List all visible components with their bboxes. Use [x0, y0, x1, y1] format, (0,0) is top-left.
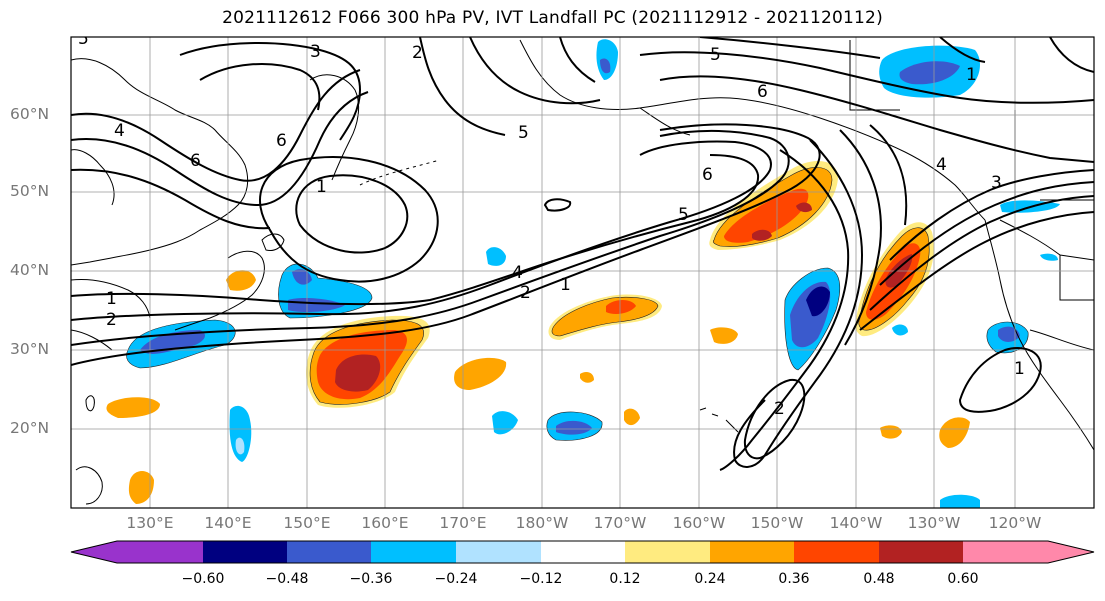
colorbar-bin	[794, 541, 879, 563]
lon-tick-label: 170°E	[439, 514, 487, 532]
contour-label: 1	[106, 289, 117, 309]
lon-tick-label: 160°E	[361, 514, 409, 532]
colorbar-bin	[371, 541, 456, 563]
lon-tick-label: 130°E	[126, 514, 174, 532]
lat-tick-label: 30°N	[10, 340, 50, 358]
colorbar-label: 0.60	[947, 571, 979, 587]
contour-label: 2	[106, 310, 117, 330]
contour-label: 5	[678, 205, 689, 225]
lat-tick-label: 60°N	[10, 105, 50, 123]
lat-tick-label: 40°N	[10, 261, 50, 279]
lon-tick-label: 130°W	[907, 514, 961, 532]
contour-label: 5	[710, 45, 721, 65]
contour-label: 1	[560, 275, 571, 295]
contour-label: 6	[757, 82, 768, 102]
contour-label: 2	[774, 399, 785, 419]
colorbar-bin	[879, 541, 963, 563]
lon-tick-label: 180°W	[515, 514, 569, 532]
contour-label: 5	[78, 29, 89, 49]
contour-label: 1	[966, 65, 977, 85]
colorbar-label: 0.36	[778, 571, 810, 587]
contour-label: 6	[276, 131, 287, 151]
contour-label: 1	[316, 177, 327, 197]
colorbar-extend-high	[1048, 541, 1094, 563]
lon-tick-label: 140°E	[204, 514, 252, 532]
contour-labels: 3 2 5 6 4 6 1 5 6 5 4 2 1 1 2 1 2 3 4 1 …	[78, 29, 1025, 419]
colorbar-label: −0.60	[181, 571, 225, 587]
colorbar-label: 0.24	[694, 571, 726, 587]
contour-label: 4	[114, 121, 125, 141]
lon-tick-label: 120°W	[988, 514, 1042, 532]
coastlines	[71, 39, 1094, 505]
colorbar-label: −0.48	[265, 571, 309, 587]
lat-tick-label: 50°N	[10, 182, 50, 200]
colorbar-label: 0.48	[863, 571, 895, 587]
colorbar-bin	[117, 541, 203, 563]
colorbar-label: −0.24	[434, 571, 478, 587]
colorbar-label: 0.12	[609, 571, 641, 587]
colorbar-bin	[287, 541, 371, 563]
colorbar-bin	[963, 541, 1048, 563]
pv-contours	[71, 37, 1094, 471]
lon-tick-label: 150°W	[750, 514, 804, 532]
contour-label: 1	[1014, 359, 1025, 379]
lon-tick-label: 170°W	[593, 514, 647, 532]
contour-label: 4	[512, 263, 523, 283]
lon-tick-label: 150°E	[283, 514, 331, 532]
contour-label: 6	[190, 151, 201, 171]
colorbar-label: −0.12	[519, 571, 563, 587]
contour-label: 5	[518, 123, 529, 143]
ivt-shading	[106, 39, 1060, 508]
colorbar-bin	[710, 541, 794, 563]
colorbar-label: −0.36	[349, 571, 393, 587]
lon-tick-label: 160°W	[672, 514, 726, 532]
colorbar-bin	[625, 541, 710, 563]
colorbar-bin	[541, 541, 625, 563]
colorbar-bin	[456, 541, 541, 563]
gridlines	[71, 37, 1094, 508]
lat-tick-label: 20°N	[10, 419, 50, 437]
contour-label: 4	[936, 155, 947, 175]
contour-label: 2	[520, 283, 531, 303]
map-title: 2021112612 F066 300 hPa PV, IVT Landfall…	[222, 8, 883, 28]
colorbar-extend-low	[71, 541, 117, 563]
lon-tick-label: 140°W	[829, 514, 883, 532]
contour-label: 3	[991, 173, 1002, 193]
contour-label: 6	[702, 165, 713, 185]
plot-frame	[70, 36, 1095, 509]
contour-label: 3	[310, 42, 321, 62]
colorbar	[70, 540, 1095, 564]
colorbar-bin	[203, 541, 287, 563]
contour-label: 2	[412, 43, 423, 63]
